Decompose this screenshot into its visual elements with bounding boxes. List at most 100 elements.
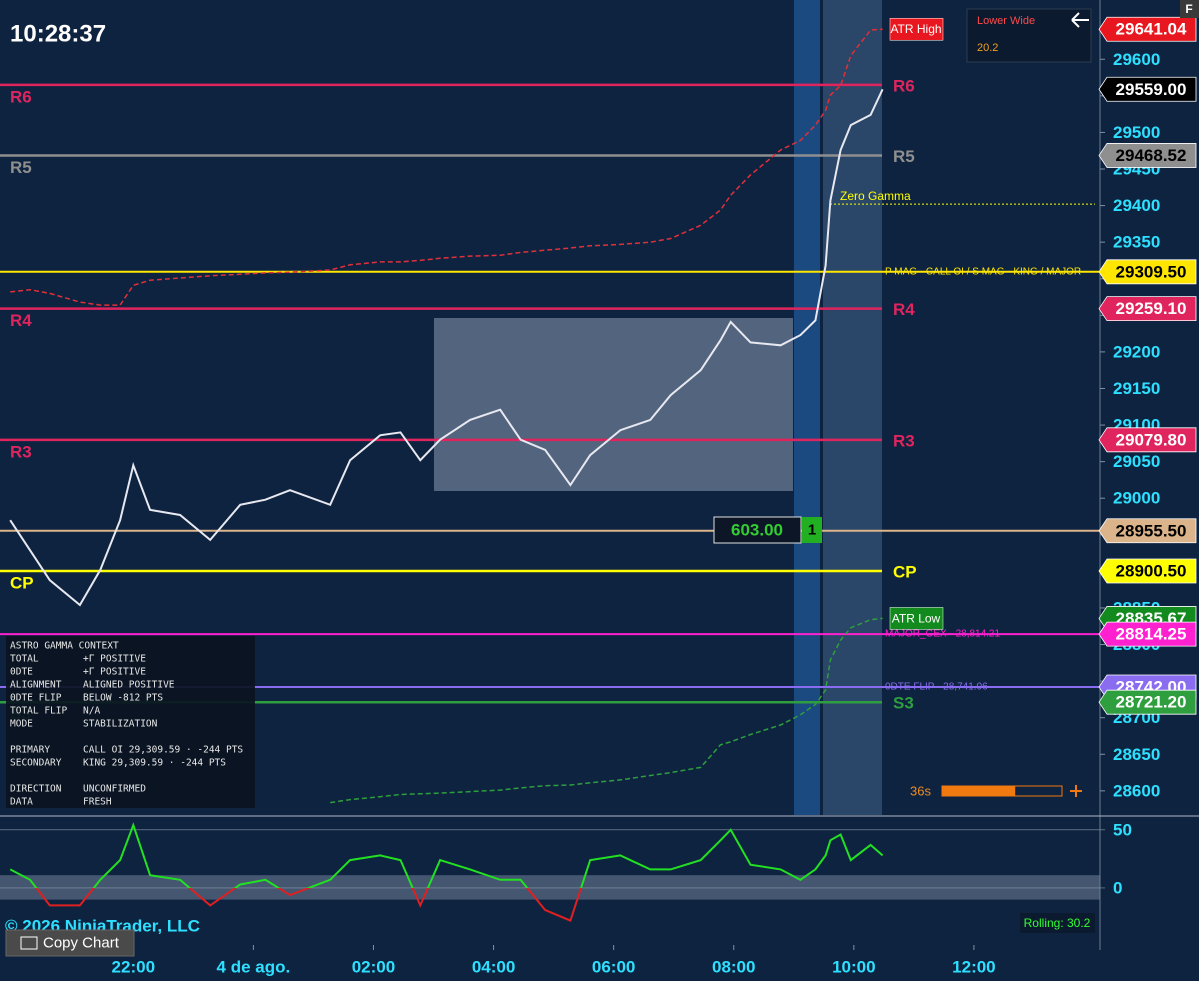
level-label: R6 bbox=[893, 76, 915, 95]
price-tag bbox=[1098, 259, 1197, 285]
camera-icon bbox=[20, 936, 38, 950]
y-tick-label: 29600 bbox=[1113, 50, 1160, 69]
context-value: +Γ POSITIVE bbox=[83, 654, 146, 665]
price-tag-label: 28721.20 bbox=[1116, 693, 1187, 712]
y-tick-label: 29150 bbox=[1113, 379, 1160, 398]
price-tag-label: 29259.10 bbox=[1116, 299, 1187, 318]
price-tag-label: 28814.25 bbox=[1116, 625, 1187, 644]
oscillator-line bbox=[9, 822, 884, 922]
level-label: MAJOR_GEX - 28,814.21 bbox=[885, 629, 1000, 640]
context-key: DATA bbox=[10, 797, 33, 808]
price-tag bbox=[1098, 427, 1197, 453]
y-tick-label: 29400 bbox=[1113, 196, 1160, 215]
price-tag bbox=[1098, 518, 1197, 544]
context-key: 0DTE bbox=[10, 667, 33, 678]
lower-wide-value: 20.2 bbox=[977, 42, 998, 54]
level-label: S3 bbox=[893, 694, 914, 713]
annotation: Rolling: 30.2 bbox=[1024, 916, 1091, 930]
context-panel bbox=[6, 636, 255, 808]
level-label: 0DTE FLIP - 28,741.06 bbox=[885, 681, 988, 692]
price-tag bbox=[1098, 689, 1197, 715]
x-tick-label: 10:00 bbox=[832, 958, 875, 977]
level-label-left: R4 bbox=[10, 311, 32, 330]
price-tag bbox=[1098, 558, 1197, 584]
position-value: 603.00 bbox=[731, 521, 783, 540]
price-tag bbox=[1098, 143, 1197, 168]
price-tag-label: 28900.50 bbox=[1116, 562, 1187, 581]
level-label-left: R6 bbox=[10, 87, 32, 106]
clock: 10:28:37 bbox=[10, 21, 106, 48]
y-tick-label: 29500 bbox=[1113, 123, 1160, 142]
context-key: TOTAL bbox=[10, 654, 39, 665]
neutral-band bbox=[0, 875, 1100, 900]
timer-label: 36s bbox=[910, 784, 931, 799]
session-band bbox=[823, 0, 882, 815]
context-value: ALIGNED POSITIVE bbox=[83, 680, 175, 691]
y-tick-label: 28600 bbox=[1113, 781, 1160, 800]
timer-frame bbox=[941, 785, 1063, 797]
x-tick-label: 04:00 bbox=[472, 958, 515, 977]
series-name: ATR High bbox=[890, 22, 941, 36]
x-tick-label: 08:00 bbox=[712, 958, 755, 977]
copy-chart-label[interactable]: Copy Chart bbox=[43, 935, 120, 952]
y-tick-label: 29000 bbox=[1113, 489, 1160, 508]
position-count-bg bbox=[802, 517, 822, 543]
timer-plus[interactable] bbox=[1070, 785, 1082, 797]
context-value: BELOW -812 PTS bbox=[83, 693, 163, 704]
y-tick-label: 0 bbox=[1113, 878, 1122, 897]
level-label-left: R3 bbox=[10, 442, 32, 461]
price-tag-label: 29641.04 bbox=[1116, 20, 1187, 39]
lower-wide-title: Lower Wide bbox=[977, 15, 1035, 27]
series-name-box bbox=[889, 607, 944, 630]
context-value: KING 29,309.59 · -244 PTS bbox=[83, 758, 226, 769]
series-name-box bbox=[889, 17, 944, 41]
level-label: P MAG - CALL OI / S MAG - KING / MAJOR bbox=[885, 266, 1081, 277]
corner-badge-bg bbox=[1180, 0, 1199, 18]
session-band bbox=[794, 0, 820, 815]
back-arrow[interactable] bbox=[1071, 12, 1089, 28]
level-label: R4 bbox=[893, 300, 915, 319]
price-tag-label: 29079.80 bbox=[1116, 430, 1187, 449]
series-name: ATR Low bbox=[892, 611, 941, 625]
x-tick-label: 02:00 bbox=[352, 958, 395, 977]
context-key: MODE bbox=[10, 719, 33, 730]
y-tick-label: 29350 bbox=[1113, 233, 1160, 252]
x-tick-label: 4 de ago. bbox=[217, 958, 291, 977]
price-tag-label: 29559.00 bbox=[1116, 80, 1187, 99]
price-tag-label: 29309.50 bbox=[1116, 262, 1187, 281]
price-tag bbox=[1098, 16, 1197, 42]
price-tag bbox=[1098, 76, 1197, 102]
x-tick-label: 22:00 bbox=[112, 958, 155, 977]
timer-progress bbox=[942, 786, 1016, 796]
price-tag bbox=[1098, 296, 1197, 322]
context-key: 0DTE FLIP bbox=[10, 693, 62, 704]
y-tick-label: 29200 bbox=[1113, 342, 1160, 361]
level-label: CP bbox=[893, 563, 917, 582]
level-label-left: R5 bbox=[10, 158, 32, 177]
x-tick-label: 12:00 bbox=[952, 958, 995, 977]
level-label-left: CP bbox=[10, 574, 34, 593]
context-title: ASTRO GAMMA CONTEXT bbox=[10, 641, 119, 652]
y-tick-label: 28650 bbox=[1113, 745, 1160, 764]
price-tag bbox=[1098, 621, 1197, 647]
context-key: ALIGNMENT bbox=[10, 680, 62, 691]
price-tag-label: 28955.50 bbox=[1116, 521, 1187, 540]
corner-badge: F bbox=[1185, 2, 1192, 16]
series-line bbox=[330, 617, 883, 804]
context-value: +Γ POSITIVE bbox=[83, 667, 146, 678]
position-count: 1 bbox=[808, 522, 816, 539]
price-tag-label: 29468.52 bbox=[1116, 146, 1187, 165]
copy-chart-button[interactable] bbox=[5, 929, 135, 957]
lower-wide-panel bbox=[966, 8, 1092, 63]
x-tick-label: 06:00 bbox=[592, 958, 635, 977]
context-key: SECONDARY bbox=[10, 758, 62, 769]
level-label: R5 bbox=[893, 147, 915, 166]
annotation-bg bbox=[1020, 913, 1095, 933]
context-value: UNCONFIRMED bbox=[83, 784, 146, 795]
series-line bbox=[10, 28, 883, 306]
series-line bbox=[9, 88, 884, 607]
level-label: R3 bbox=[893, 431, 915, 450]
range-box bbox=[434, 318, 793, 491]
context-value: FRESH bbox=[83, 797, 112, 808]
